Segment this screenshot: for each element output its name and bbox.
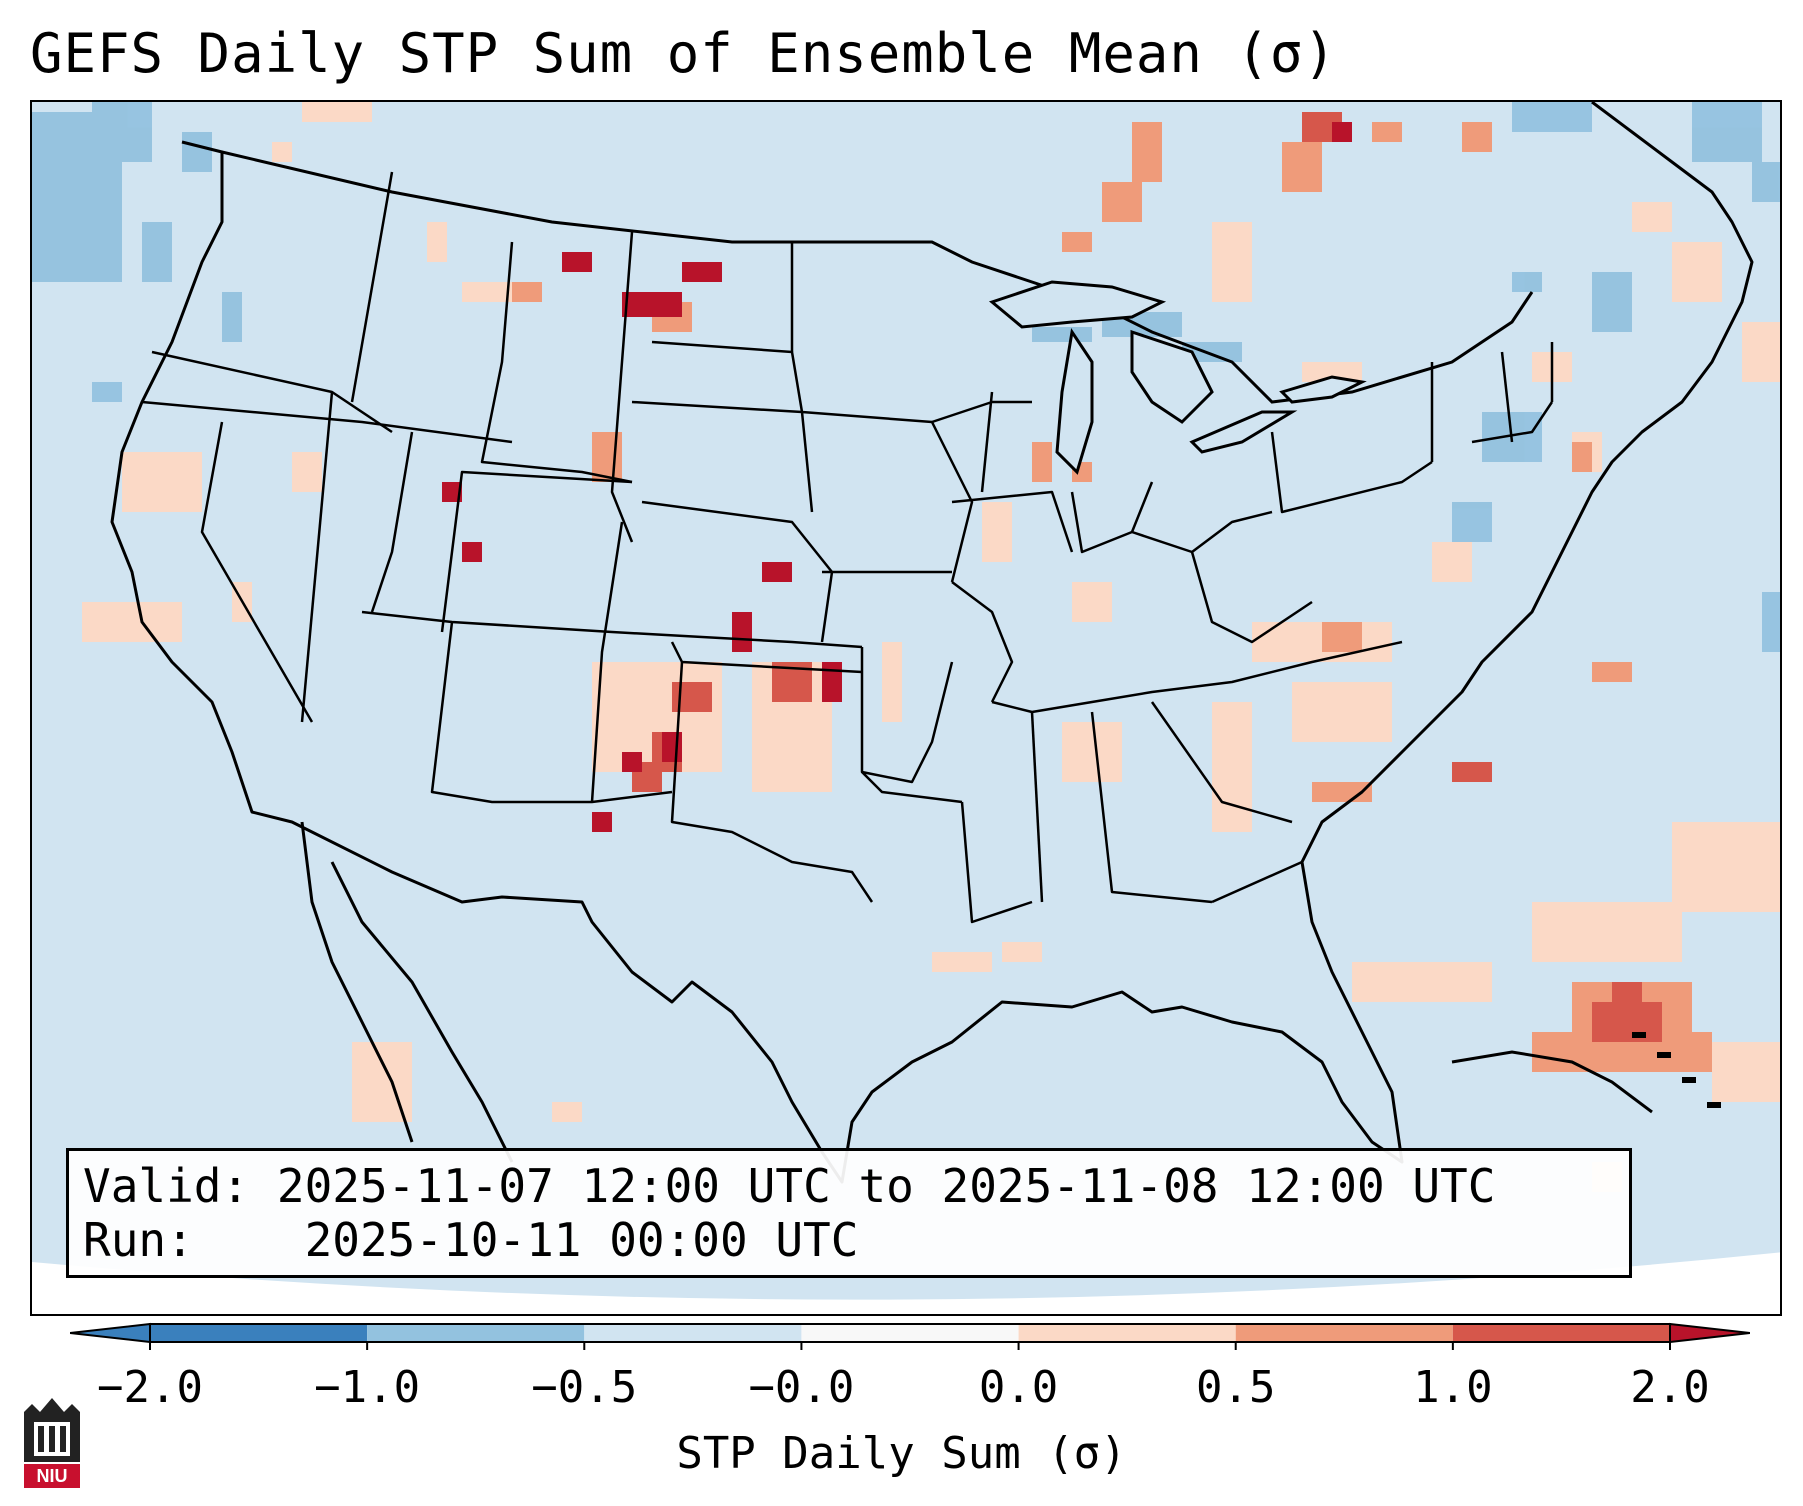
colorbar-segment <box>1018 1324 1236 1342</box>
colorbar-tick-label: 0.0 <box>978 1362 1059 1413</box>
colorbar-segment <box>150 1324 368 1342</box>
map-canvas <box>32 102 1780 1300</box>
us-outline <box>110 102 1754 1184</box>
lake-ontario <box>1279 375 1367 404</box>
colorbar-extend-high <box>1669 1322 1750 1344</box>
colorbar-frame <box>149 1323 1671 1343</box>
colorbar-segment <box>367 1324 585 1342</box>
mexico-mainland <box>330 861 514 1163</box>
moderate-positive-anomaly-cells <box>512 122 1712 1072</box>
map-domain <box>32 102 1780 1300</box>
weak-positive-anomaly-cells <box>82 102 1780 1192</box>
colorbar-tick-label: −0.0 <box>748 1362 855 1413</box>
colorbar-tick-label: −2.0 <box>97 1362 203 1413</box>
run-value: 2025-10-11 00:00 UTC <box>304 1213 859 1267</box>
colorbar-tick-label: 0.5 <box>1195 1362 1276 1413</box>
colorbar-extend-low <box>70 1322 151 1344</box>
colorbar-segment <box>1452 1324 1670 1342</box>
state-borders <box>141 171 1554 924</box>
colorbar-tick-label: −0.5 <box>531 1362 638 1413</box>
colorbar-tick-label: 2.0 <box>1630 1362 1710 1413</box>
map-panel <box>30 100 1782 1316</box>
map-title: GEFS Daily STP Sum of Ensemble Mean (σ) <box>30 22 1337 85</box>
niu-logo-icon: NIU <box>24 1398 80 1488</box>
valid-label: Valid: <box>83 1159 250 1213</box>
bahamas-islands <box>1632 1032 1721 1108</box>
colorbar-segment <box>801 1324 1019 1342</box>
colorbar-label: STP Daily Sum (σ) <box>676 1428 1127 1479</box>
run-label: Run: <box>83 1213 194 1267</box>
baja-outline <box>300 821 414 1143</box>
colorbar-tick-label: 1.0 <box>1413 1362 1493 1413</box>
cuba-outline <box>1451 1050 1653 1114</box>
negative-anomaly-cells <box>32 102 1780 652</box>
lake-erie <box>1189 410 1298 454</box>
lake-huron <box>1130 329 1214 424</box>
colorbar <box>70 1322 1750 1350</box>
niu-logo-text: NIU <box>37 1466 68 1486</box>
lake-superior <box>988 280 1167 329</box>
lake-michigan <box>1055 328 1094 475</box>
colorbar-tick-label: −1.0 <box>314 1362 421 1413</box>
valid-run-info-box: Valid: 2025-11-07 12:00 UTC to 2025-11-0… <box>66 1148 1632 1278</box>
extreme-positive-anomaly-cells <box>442 122 1352 832</box>
valid-value: 2025-11-07 12:00 UTC to 2025-11-08 12:00… <box>276 1159 1496 1213</box>
colorbar-segment <box>584 1324 802 1342</box>
colorbar-segment <box>1235 1324 1453 1342</box>
niu-logo: NIU <box>20 1392 84 1496</box>
